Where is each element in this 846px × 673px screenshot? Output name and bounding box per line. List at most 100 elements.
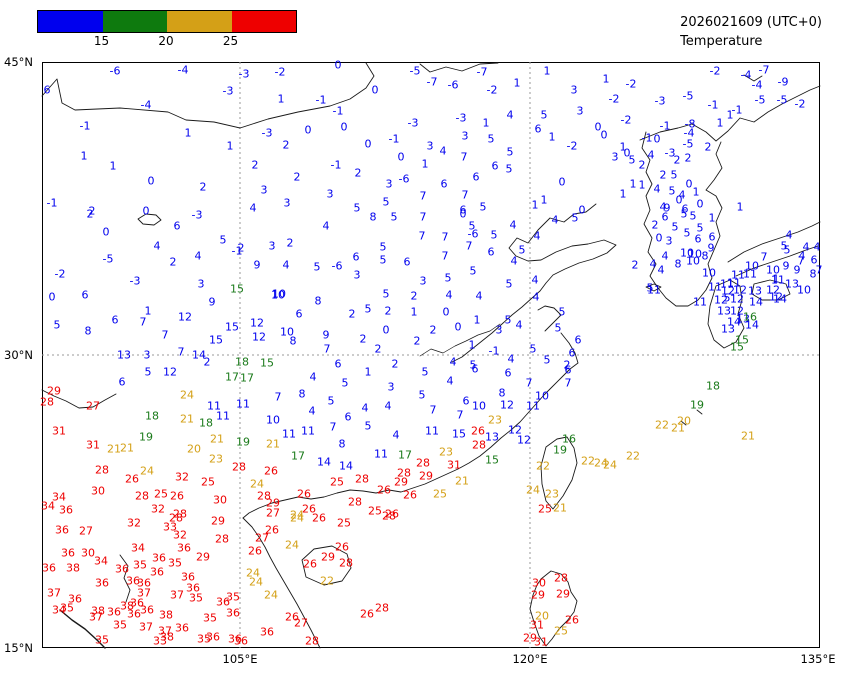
temp-value: 28 bbox=[305, 634, 319, 648]
temp-value: 0 bbox=[459, 207, 467, 221]
temp-value: 1 bbox=[144, 304, 152, 318]
temp-value: 25 bbox=[330, 475, 344, 489]
temp-value: 4 bbox=[798, 249, 806, 263]
temp-value: 1 bbox=[726, 108, 734, 122]
temp-value: 6 bbox=[81, 288, 89, 302]
temp-value: 2 bbox=[359, 332, 367, 346]
variable-label: Temperature bbox=[680, 33, 763, 49]
temp-value: 6 bbox=[173, 219, 181, 233]
temp-value: 6 bbox=[574, 333, 582, 347]
temp-value: 4 bbox=[507, 352, 515, 366]
temp-value: 23 bbox=[488, 413, 502, 427]
temp-value: -1 bbox=[388, 132, 400, 146]
temp-value: 36 bbox=[107, 605, 121, 619]
temp-value: 4 bbox=[446, 374, 454, 388]
temp-value: 12 bbox=[769, 290, 783, 304]
temp-value: 37 bbox=[47, 586, 61, 600]
temp-value: 2 bbox=[429, 323, 437, 337]
temp-value: 26 bbox=[264, 464, 278, 478]
temp-value: 26 bbox=[170, 489, 184, 503]
temp-value: 1 bbox=[548, 130, 556, 144]
temp-value: 12 bbox=[250, 316, 264, 330]
temp-value: 6 bbox=[504, 366, 512, 380]
temp-value: 36 bbox=[150, 565, 164, 579]
temp-value: -3 bbox=[222, 84, 234, 98]
plot-title: 2026021609 (UTC+0) Temperature bbox=[680, 14, 822, 52]
temp-value: 6 bbox=[487, 245, 495, 259]
temp-value: -1 bbox=[315, 93, 327, 107]
temp-value: 5 bbox=[670, 168, 678, 182]
temp-value: 37 bbox=[139, 620, 153, 634]
temp-value: 7 bbox=[329, 420, 337, 434]
temp-value: 5 bbox=[506, 145, 514, 159]
temp-value: 1 bbox=[531, 198, 539, 212]
temp-value: 24 bbox=[264, 588, 278, 602]
temp-value: -1 bbox=[488, 344, 500, 358]
temp-value: -2 bbox=[794, 97, 806, 111]
temp-value: 4 bbox=[392, 428, 400, 442]
temp-value: 5 bbox=[53, 318, 61, 332]
temp-value: 8 bbox=[701, 249, 709, 263]
y-axis-tick: 30°N bbox=[4, 348, 33, 362]
temp-value: 3 bbox=[576, 104, 584, 118]
temp-value: 12 bbox=[714, 293, 728, 307]
temp-value: 10 bbox=[535, 389, 549, 403]
temp-value: 19 bbox=[236, 435, 250, 449]
temp-value: 5 bbox=[529, 342, 537, 356]
temp-value: 11 bbox=[425, 424, 439, 438]
temp-value: -6 bbox=[109, 64, 121, 78]
temp-value: -5 bbox=[776, 93, 788, 107]
temp-value: 23 bbox=[545, 487, 559, 501]
temp-value: -6 bbox=[467, 227, 479, 241]
temp-value: 4 bbox=[551, 213, 559, 227]
temp-value: 25 bbox=[538, 502, 552, 516]
temp-value: 2 bbox=[286, 236, 294, 250]
temp-value: 30 bbox=[91, 484, 105, 498]
temp-value: 6 bbox=[471, 362, 479, 376]
temp-value: 1 bbox=[277, 92, 285, 106]
temp-value: 5 bbox=[540, 108, 548, 122]
temp-value: 5 bbox=[379, 240, 387, 254]
temp-value: 4 bbox=[678, 188, 686, 202]
temp-value: 7 bbox=[760, 250, 768, 264]
temp-value: 0 bbox=[304, 123, 312, 137]
temp-value: 24 bbox=[246, 566, 260, 580]
temp-value: 0 bbox=[623, 146, 631, 160]
temp-value: 5 bbox=[723, 291, 731, 305]
temp-value: 14 bbox=[773, 292, 787, 306]
temp-value: 6 bbox=[295, 307, 303, 321]
temp-value: 28 bbox=[554, 571, 568, 585]
temp-value: 3 bbox=[419, 274, 427, 288]
temp-value: 12 bbox=[730, 304, 744, 318]
temp-value: 2 bbox=[673, 153, 681, 167]
temp-value: 26 bbox=[265, 523, 279, 537]
colorbar-ticks: 15 20 25 bbox=[37, 34, 295, 50]
temp-value: -2 bbox=[625, 77, 637, 91]
temp-value: 12 bbox=[178, 310, 192, 324]
temp-value: 38 bbox=[160, 630, 174, 644]
temp-value: 4 bbox=[509, 218, 517, 232]
temp-value: -5 bbox=[682, 89, 694, 103]
colorbar-tick-25: 25 bbox=[222, 34, 239, 48]
temp-value: -2 bbox=[486, 83, 498, 97]
temp-value: 5 bbox=[783, 243, 791, 257]
temp-value: 35 bbox=[197, 632, 211, 646]
temp-value: -5 bbox=[409, 64, 421, 78]
temp-value: 26 bbox=[285, 610, 299, 624]
temp-value: 4 bbox=[322, 219, 330, 233]
temp-value: 28 bbox=[382, 509, 396, 523]
temp-value: 5 bbox=[219, 233, 227, 247]
temp-value: 14 bbox=[339, 459, 353, 473]
temp-value: 26 bbox=[335, 540, 349, 554]
temp-value: 0 bbox=[578, 203, 586, 217]
temp-value: 34 bbox=[94, 554, 108, 568]
temp-value: 13 bbox=[748, 284, 762, 298]
temp-value: 1 bbox=[482, 116, 490, 130]
temp-value: 21 bbox=[210, 432, 224, 446]
temp-value: 5 bbox=[558, 305, 566, 319]
temp-value: 4 bbox=[308, 404, 316, 418]
temp-value: 3 bbox=[353, 268, 361, 282]
temp-value: 3 bbox=[260, 183, 268, 197]
